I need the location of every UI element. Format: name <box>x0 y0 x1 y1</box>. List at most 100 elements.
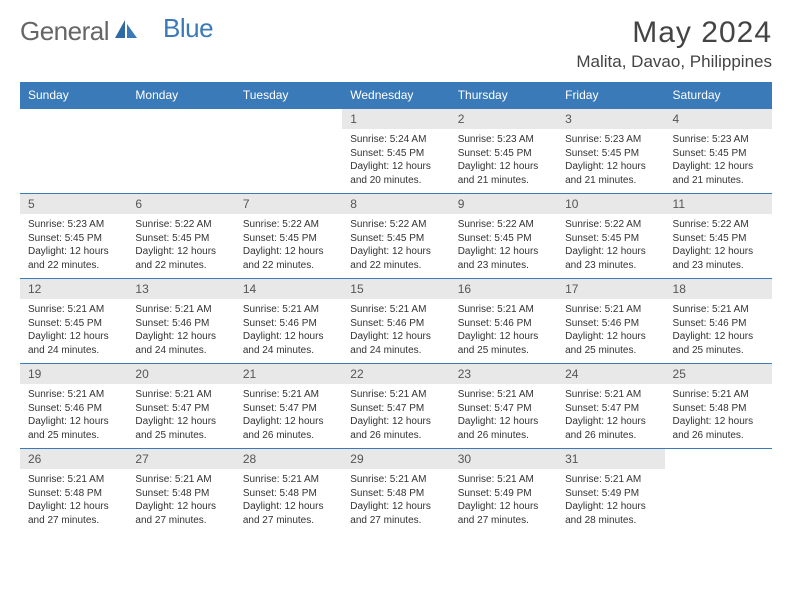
day-detail-line: Sunrise: 5:21 AM <box>350 303 441 317</box>
day-number: 4 <box>673 112 680 126</box>
day-detail-line: and 22 minutes. <box>135 259 226 273</box>
day-number: 28 <box>243 452 256 466</box>
day-number-cell: 5 <box>20 194 127 215</box>
day-detail-line: Sunrise: 5:21 AM <box>458 388 549 402</box>
day-detail-line: and 26 minutes. <box>458 429 549 443</box>
day-details-cell <box>665 469 772 533</box>
day-detail-line: and 27 minutes. <box>350 514 441 528</box>
day-detail-line: and 23 minutes. <box>565 259 656 273</box>
day-detail-line: Sunset: 5:49 PM <box>565 487 656 501</box>
day-number: 31 <box>565 452 578 466</box>
day-number: 10 <box>565 197 578 211</box>
day-details-cell: Sunrise: 5:21 AMSunset: 5:46 PMDaylight:… <box>342 299 449 364</box>
day-detail-line: Sunrise: 5:21 AM <box>135 303 226 317</box>
day-detail-line: Sunset: 5:45 PM <box>28 232 119 246</box>
day-number-cell: 10 <box>557 194 664 215</box>
day-details-cell: Sunrise: 5:21 AMSunset: 5:48 PMDaylight:… <box>665 384 772 449</box>
day-detail-line: and 23 minutes. <box>673 259 764 273</box>
day-detail-line: and 24 minutes. <box>350 344 441 358</box>
day-detail-line: and 27 minutes. <box>28 514 119 528</box>
day-detail-line: Sunset: 5:48 PM <box>350 487 441 501</box>
day-detail-line: Sunrise: 5:21 AM <box>135 473 226 487</box>
brand-part2: Blue <box>163 13 213 44</box>
day-number-cell: 26 <box>20 449 127 470</box>
day-detail-line: Sunrise: 5:23 AM <box>458 133 549 147</box>
day-details-cell: Sunrise: 5:23 AMSunset: 5:45 PMDaylight:… <box>20 214 127 279</box>
month-title: May 2024 <box>576 16 772 50</box>
day-number: 21 <box>243 367 256 381</box>
day-number-cell <box>665 449 772 470</box>
day-details-cell: Sunrise: 5:21 AMSunset: 5:47 PMDaylight:… <box>235 384 342 449</box>
day-details-cell: Sunrise: 5:21 AMSunset: 5:48 PMDaylight:… <box>342 469 449 533</box>
day-details-cell: Sunrise: 5:21 AMSunset: 5:45 PMDaylight:… <box>20 299 127 364</box>
day-detail-line: Daylight: 12 hours <box>135 245 226 259</box>
day-number: 20 <box>135 367 148 381</box>
day-details-cell: Sunrise: 5:22 AMSunset: 5:45 PMDaylight:… <box>450 214 557 279</box>
details-row: Sunrise: 5:23 AMSunset: 5:45 PMDaylight:… <box>20 214 772 279</box>
day-number-cell <box>20 109 127 130</box>
daynum-row: 19202122232425 <box>20 364 772 385</box>
day-detail-line: Daylight: 12 hours <box>28 245 119 259</box>
daynum-row: 567891011 <box>20 194 772 215</box>
day-details-cell: Sunrise: 5:22 AMSunset: 5:45 PMDaylight:… <box>342 214 449 279</box>
day-number: 30 <box>458 452 471 466</box>
day-detail-line: Daylight: 12 hours <box>350 245 441 259</box>
day-detail-line: Daylight: 12 hours <box>565 160 656 174</box>
day-detail-line: Sunset: 5:46 PM <box>28 402 119 416</box>
day-number-cell: 21 <box>235 364 342 385</box>
day-detail-line: Sunrise: 5:21 AM <box>673 303 764 317</box>
day-details-cell: Sunrise: 5:21 AMSunset: 5:47 PMDaylight:… <box>557 384 664 449</box>
day-number-cell: 25 <box>665 364 772 385</box>
day-detail-line: Sunrise: 5:22 AM <box>458 218 549 232</box>
daynum-row: 26 27 28 29 30 31 <box>20 449 772 470</box>
day-number-cell: 24 <box>557 364 664 385</box>
day-details-cell: Sunrise: 5:21 AMSunset: 5:46 PMDaylight:… <box>665 299 772 364</box>
day-detail-line: Sunset: 5:47 PM <box>458 402 549 416</box>
day-detail-line: and 26 minutes. <box>350 429 441 443</box>
details-row: Sunrise: 5:24 AMSunset: 5:45 PMDaylight:… <box>20 129 772 194</box>
day-detail-line: Sunset: 5:46 PM <box>350 317 441 331</box>
page-header: General Blue May 2024 Malita, Davao, Phi… <box>20 16 772 72</box>
day-detail-line: Daylight: 12 hours <box>243 245 334 259</box>
day-detail-line: Daylight: 12 hours <box>243 415 334 429</box>
day-number: 3 <box>565 112 572 126</box>
day-detail-line: Sunset: 5:48 PM <box>28 487 119 501</box>
day-detail-line: Sunset: 5:47 PM <box>135 402 226 416</box>
day-number-cell: 9 <box>450 194 557 215</box>
day-details-cell: Sunrise: 5:23 AMSunset: 5:45 PMDaylight:… <box>665 129 772 194</box>
day-detail-line: Daylight: 12 hours <box>28 500 119 514</box>
day-detail-line: Daylight: 12 hours <box>243 500 334 514</box>
weekday-header: Friday <box>557 82 664 109</box>
day-number-cell: 29 <box>342 449 449 470</box>
day-detail-line: Sunrise: 5:22 AM <box>673 218 764 232</box>
day-detail-line: and 22 minutes. <box>350 259 441 273</box>
day-details-cell <box>235 129 342 194</box>
day-details-cell <box>20 129 127 194</box>
day-detail-line: and 25 minutes. <box>673 344 764 358</box>
day-detail-line: Sunset: 5:46 PM <box>565 317 656 331</box>
day-number: 27 <box>135 452 148 466</box>
day-detail-line: and 25 minutes. <box>458 344 549 358</box>
day-details-cell: Sunrise: 5:21 AMSunset: 5:46 PMDaylight:… <box>235 299 342 364</box>
day-number: 14 <box>243 282 256 296</box>
day-details-cell: Sunrise: 5:22 AMSunset: 5:45 PMDaylight:… <box>665 214 772 279</box>
day-detail-line: and 26 minutes. <box>565 429 656 443</box>
day-number-cell: 17 <box>557 279 664 300</box>
weekday-header: Tuesday <box>235 82 342 109</box>
day-detail-line: Sunset: 5:45 PM <box>458 147 549 161</box>
day-number-cell: 13 <box>127 279 234 300</box>
day-number: 9 <box>458 197 465 211</box>
day-detail-line: and 23 minutes. <box>458 259 549 273</box>
day-number-cell: 20 <box>127 364 234 385</box>
day-detail-line: and 24 minutes. <box>243 344 334 358</box>
details-row: Sunrise: 5:21 AMSunset: 5:48 PMDaylight:… <box>20 469 772 533</box>
day-number: 26 <box>28 452 41 466</box>
day-detail-line: Sunset: 5:46 PM <box>673 317 764 331</box>
day-number: 12 <box>28 282 41 296</box>
day-number: 5 <box>28 197 35 211</box>
day-details-cell: Sunrise: 5:21 AMSunset: 5:48 PMDaylight:… <box>127 469 234 533</box>
day-detail-line: Sunrise: 5:22 AM <box>350 218 441 232</box>
day-detail-line: Sunrise: 5:21 AM <box>350 473 441 487</box>
daynum-row: 12131415161718 <box>20 279 772 300</box>
day-detail-line: Sunset: 5:45 PM <box>350 147 441 161</box>
